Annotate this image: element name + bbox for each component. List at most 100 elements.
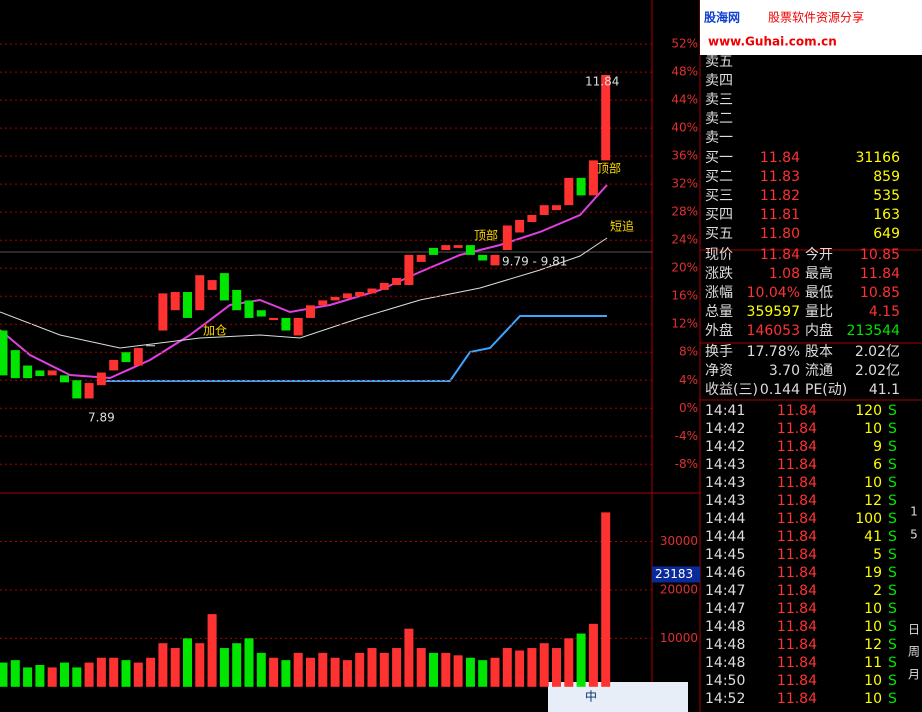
bid-label: 买五 [705,226,733,242]
candle-body [256,310,266,317]
candle-body [342,293,352,299]
y-tick-label: 28% [671,205,698,219]
trade-time: 14:44 [705,529,745,545]
trade-price: 11.84 [777,421,817,437]
trade-price: 11.84 [777,457,817,473]
volume-bar [72,667,82,687]
candle-body [429,247,438,255]
volume-bar [306,657,315,687]
annotation: 顶部 [474,228,498,243]
ma-line [0,184,608,380]
marker-label: 23183 [655,567,693,581]
trade-price: 11.84 [777,637,817,653]
ime-toolbar[interactable] [548,682,688,712]
trade-price: 11.84 [777,691,817,707]
stat-value: 1.08 [769,266,800,282]
trade-price: 11.84 [777,547,817,563]
candle-body [170,292,180,311]
volume-bar [379,652,389,687]
stat-value: 10.85 [860,285,900,301]
stat-label: 涨跌 [705,266,733,282]
y-tick-label: 36% [671,149,698,163]
volume-bar [502,648,512,687]
y-tick-label: -4% [675,429,698,443]
candle-body [527,214,537,222]
stat-value: 11.84 [760,247,800,263]
y-tick-label: 44% [671,93,698,107]
candle-body [96,372,106,386]
sidebar-tab[interactable]: 日 [908,623,920,637]
volume-bar [453,655,463,687]
candle-body [158,293,168,331]
stat-label: 外盘 [705,322,733,339]
trade-volume: 12 [864,637,882,653]
candle-body [404,254,414,286]
trade-volume: 10 [864,691,882,707]
candle-body [84,383,94,399]
y-tick-label: 0% [679,401,698,415]
volume-bar [207,614,217,687]
stat-value: 41.1 [869,382,900,398]
volume-bar [232,643,242,687]
volume-bar [601,512,611,687]
y-tick-label: -8% [675,457,698,471]
trade-volume: 10 [864,673,882,689]
bid-price: 11.84 [760,150,800,166]
sidebar-tab[interactable]: 1 [910,505,918,519]
trade-price: 11.84 [777,475,817,491]
trade-time: 14:43 [705,493,745,509]
bid-label: 买一 [705,150,733,166]
annotation: 加仓 [203,324,227,338]
candle-body [0,330,8,376]
bid-label: 买四 [705,207,733,223]
volume-bar [416,648,426,687]
annotation: 11.84 [585,75,619,89]
trade-price: 11.84 [777,601,817,617]
candle-body [183,292,192,318]
trade-time: 14:48 [705,637,745,653]
y-tick-label: 40% [671,121,698,135]
sidebar-tab[interactable]: 5 [910,528,918,542]
trade-side: S [888,637,897,653]
volume-bar [355,652,365,687]
sidebar-tab[interactable]: 月 [908,668,920,682]
stat-value: 146053 [747,323,800,339]
candle-body [379,282,389,290]
volume-bar [10,660,20,687]
volume-bar [490,657,500,687]
stat-label: 换手 [705,343,733,360]
sidebar-tab[interactable]: 周 [908,645,920,659]
candle-body [232,289,242,311]
candle-body [552,205,561,211]
trade-price: 11.84 [777,583,817,599]
volume-bar [219,648,229,687]
marker-box [652,566,700,583]
bid-volume: 535 [873,188,900,204]
trade-time: 14:47 [705,583,745,599]
bid-price: 11.80 [760,226,800,242]
volume-bar [146,657,156,687]
stat-label: 现价 [705,247,733,263]
ime-label: 中 [585,689,597,704]
y-tick-label: 52% [671,37,698,51]
candle-body [355,292,365,297]
trade-price: 11.84 [777,619,817,635]
trade-volume: 2 [873,583,882,599]
stat-label: 收益(三) [705,382,758,398]
stat-value: 17.78% [747,344,800,360]
trade-volume: 100 [855,511,882,527]
candle-body [330,296,340,301]
candle-body [564,177,574,206]
candle-body [478,254,488,261]
trade-time: 14:47 [705,601,745,617]
bid-volume: 163 [873,207,900,223]
trade-price: 11.84 [777,655,817,671]
stop-line [105,315,607,382]
trade-volume: 6 [873,457,882,473]
annotation: 7.89 [88,411,115,425]
volume-bar [441,652,451,687]
trade-volume: 10 [864,421,882,437]
trade-side: S [888,565,897,581]
